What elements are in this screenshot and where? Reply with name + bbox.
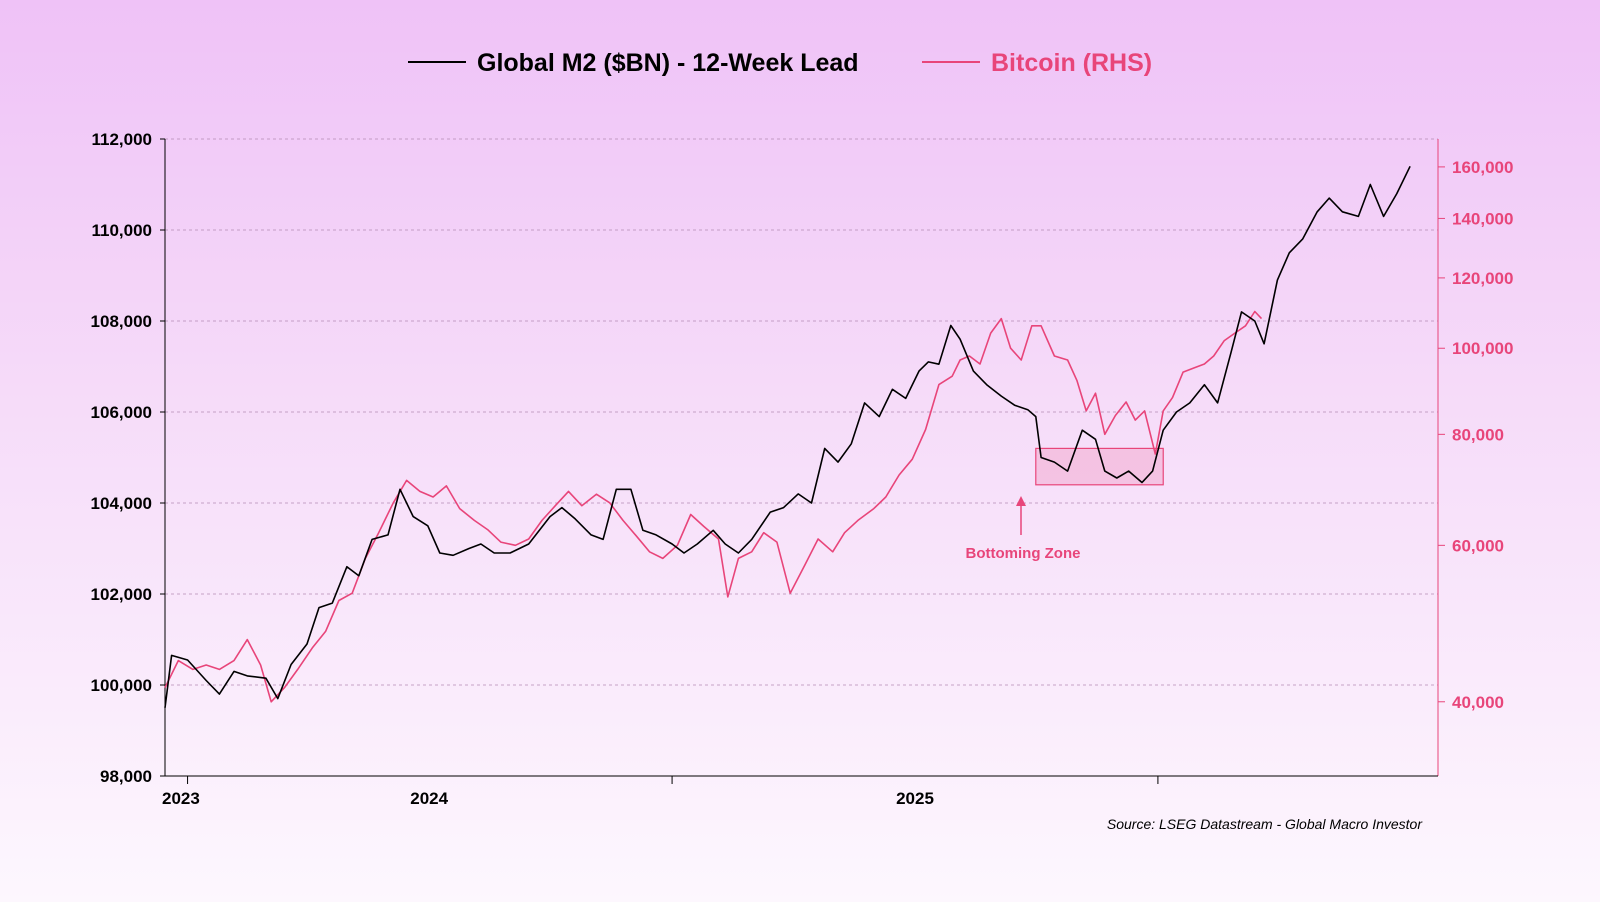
y-left-ticks: 98,000 100,000 102,000 104,000 106,000 108,00… <box>91 130 165 786</box>
y-right-tick-label-0: 40,000 <box>1452 693 1504 712</box>
y-right-tick-label-5: 140,000 <box>1452 209 1513 228</box>
gridlines <box>165 138 1438 686</box>
y-left-tick-label-0: 98,000 <box>100 767 152 786</box>
x-tick-label-2: 2025 <box>896 789 934 808</box>
annotation-label: Bottoming Zone <box>966 545 1081 562</box>
y-left-tick-label-1: 100,000 <box>91 676 152 695</box>
y-right-tick-label-6: 160,000 <box>1452 158 1513 177</box>
y-left-tick-label-6: 110,000 <box>91 221 152 240</box>
y-right-ticks: 40,000 60,000 80,000 100,000 120,000 140,000 1… <box>1438 158 1513 712</box>
y-right-tick-label-1: 60,000 <box>1452 536 1504 555</box>
source-note: Source: LSEG Datastream - Global Macro I… <box>1107 816 1423 832</box>
y-right-tick-label-2: 80,000 <box>1452 425 1504 444</box>
series-line-global-m2 <box>164 165 1411 708</box>
y-right-tick-label-4: 120,000 <box>1452 269 1513 288</box>
series-line-bitcoin <box>164 310 1263 703</box>
annotation: Bottoming Zone <box>966 496 1081 562</box>
series-lines <box>164 165 1411 708</box>
y-left-tick-label-4: 106,000 <box>91 403 152 422</box>
annotation-arrow-head <box>1016 496 1026 506</box>
y-left-tick-label-7: 112,000 <box>91 130 152 149</box>
y-left-tick-label-5: 108,000 <box>91 312 152 331</box>
x-tick-label-1: 2024 <box>410 789 448 808</box>
x-ticks: 2023 2024 2025 <box>162 776 1159 808</box>
legend-label-m2: Global M2 ($BN) - 12-Week Lead <box>477 49 859 77</box>
legend: Global M2 ($BN) - 12-Week Lead Bitcoin (… <box>408 49 1152 77</box>
axes <box>164 139 1439 777</box>
x-tick-label-0: 2023 <box>162 789 200 808</box>
legend-label-bitcoin: Bitcoin (RHS) <box>991 49 1152 77</box>
y-left-tick-label-2: 102,000 <box>91 585 152 604</box>
y-right-tick-label-3: 100,000 <box>1452 339 1513 358</box>
y-left-tick-label-3: 104,000 <box>91 494 152 513</box>
